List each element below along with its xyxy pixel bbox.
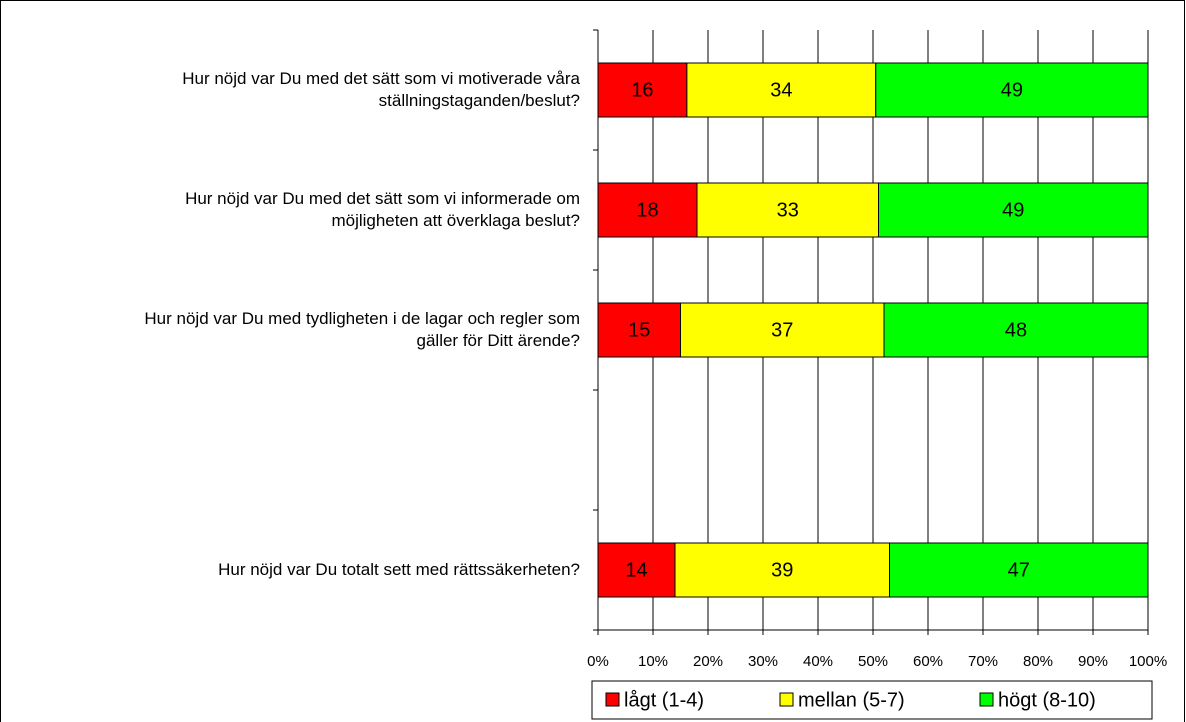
category-label: Hur nöjd var Du med tydligheten i de lag… — [144, 309, 580, 350]
bar-segment — [597, 302, 681, 358]
data-label: 39 — [771, 559, 793, 581]
bar-segment — [889, 542, 1149, 598]
bar-segment — [597, 542, 676, 598]
legend-box — [591, 680, 1153, 720]
category-label: Hur nöjd var Du med det sätt som vi info… — [185, 189, 580, 230]
data-label: 15 — [628, 319, 650, 341]
bar-segment — [883, 302, 1149, 358]
legend-swatch — [779, 692, 794, 707]
x-tick-label: 0% — [587, 653, 609, 670]
data-label: 14 — [625, 559, 647, 581]
x-tick-label: 60% — [913, 653, 943, 670]
x-tick-label: 10% — [638, 653, 668, 670]
x-tick-label: 100% — [1129, 653, 1167, 670]
data-label: 49 — [1001, 79, 1023, 101]
category-label: Hur nöjd var Du med det sätt som vi moti… — [182, 69, 580, 110]
data-label: 47 — [1008, 559, 1030, 581]
legend: lågt (1-4) mellan (5-7) högt (8-10) — [591, 680, 1153, 720]
x-tick-label: 50% — [858, 653, 888, 670]
data-label: 33 — [777, 199, 799, 221]
data-label: 34 — [770, 79, 792, 101]
x-tick-label: 40% — [803, 653, 833, 670]
bar-segment — [878, 182, 1149, 238]
x-tick-label: 80% — [1023, 653, 1053, 670]
x-tick-label: 20% — [693, 653, 723, 670]
legend-label: högt (8-10) — [998, 689, 1096, 711]
legend-label: lågt (1-4) — [624, 689, 704, 711]
bar-segment — [674, 542, 890, 598]
x-tick-label: 90% — [1078, 653, 1108, 670]
bar-segment — [875, 62, 1149, 118]
data-label: 18 — [636, 199, 658, 221]
data-label: 48 — [1005, 319, 1027, 341]
x-tick-label: 30% — [748, 653, 778, 670]
category-label: Hur nöjd var Du totalt sett med rättssäk… — [218, 560, 580, 579]
bar-segment — [686, 62, 877, 118]
data-label: 49 — [1002, 199, 1024, 221]
legend-label: mellan (5-7) — [798, 689, 905, 711]
legend-swatch — [979, 692, 994, 707]
bar-segment — [597, 182, 698, 238]
x-tick-label: 70% — [968, 653, 998, 670]
bar-segment — [597, 62, 688, 118]
data-label: 16 — [631, 79, 653, 101]
data-label: 37 — [771, 319, 793, 341]
legend-swatch — [605, 692, 620, 707]
